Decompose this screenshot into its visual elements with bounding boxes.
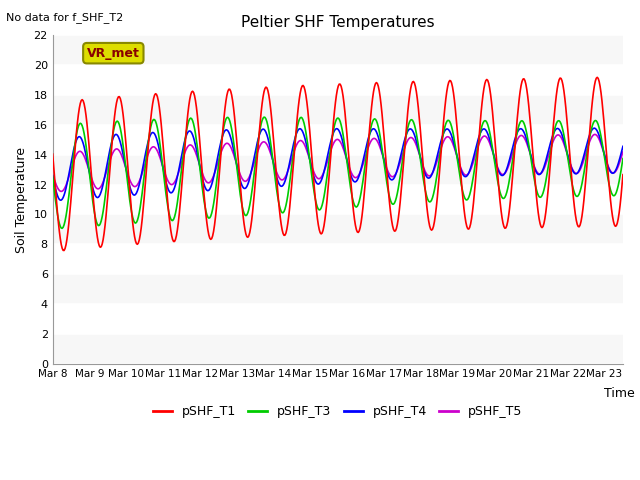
Bar bbox=[52, 185, 623, 215]
pSHF_T4 bbox=[150, 131, 158, 137]
pSHF_T1 bbox=[386, 202, 394, 207]
Legend: pSHF_T1, pSHF_T3, pSHF_T4, pSHF_T5: pSHF_T1, pSHF_T3, pSHF_T4, pSHF_T5 bbox=[148, 400, 527, 423]
pSHF_T1 bbox=[431, 219, 438, 225]
Bar bbox=[52, 95, 623, 125]
pSHF_T5 bbox=[58, 189, 65, 194]
pSHF_T4 bbox=[49, 172, 56, 178]
pSHF_T4 bbox=[591, 125, 598, 131]
pSHF_T5 bbox=[591, 132, 599, 137]
Bar bbox=[52, 215, 623, 244]
Line: pSHF_T1: pSHF_T1 bbox=[52, 77, 623, 251]
Bar bbox=[52, 65, 623, 95]
pSHF_T5 bbox=[386, 172, 394, 178]
Text: No data for f_SHF_T2: No data for f_SHF_T2 bbox=[6, 12, 124, 23]
Bar bbox=[52, 125, 623, 155]
pSHF_T3 bbox=[58, 226, 66, 231]
Text: VR_met: VR_met bbox=[87, 47, 140, 60]
pSHF_T3 bbox=[196, 168, 204, 174]
pSHF_T4 bbox=[308, 165, 316, 171]
Bar bbox=[52, 274, 623, 304]
pSHF_T1 bbox=[479, 92, 487, 98]
pSHF_T3 bbox=[387, 198, 394, 204]
pSHF_T4 bbox=[56, 197, 64, 203]
pSHF_T5 bbox=[150, 144, 158, 150]
pSHF_T5 bbox=[431, 166, 438, 172]
pSHF_T4 bbox=[196, 166, 204, 171]
Title: Peltier SHF Temperatures: Peltier SHF Temperatures bbox=[241, 15, 435, 30]
pSHF_T5 bbox=[49, 171, 56, 177]
Line: pSHF_T3: pSHF_T3 bbox=[52, 117, 623, 228]
pSHF_T1 bbox=[619, 172, 627, 178]
pSHF_T1 bbox=[196, 144, 204, 150]
pSHF_T1 bbox=[593, 74, 601, 80]
pSHF_T1 bbox=[60, 248, 68, 253]
pSHF_T1 bbox=[308, 151, 316, 157]
pSHF_T3 bbox=[49, 174, 56, 180]
pSHF_T4 bbox=[619, 144, 627, 149]
Bar bbox=[52, 155, 623, 185]
Line: pSHF_T4: pSHF_T4 bbox=[52, 128, 623, 200]
Bar bbox=[52, 36, 623, 65]
Bar bbox=[52, 304, 623, 334]
pSHF_T5 bbox=[479, 134, 487, 140]
pSHF_T4 bbox=[431, 164, 438, 170]
pSHF_T1 bbox=[49, 151, 56, 157]
pSHF_T4 bbox=[479, 126, 487, 132]
pSHF_T3 bbox=[431, 182, 439, 188]
Y-axis label: Soil Temperature: Soil Temperature bbox=[15, 146, 28, 252]
pSHF_T3 bbox=[308, 179, 316, 184]
pSHF_T3 bbox=[150, 117, 158, 122]
pSHF_T5 bbox=[308, 163, 316, 168]
Line: pSHF_T5: pSHF_T5 bbox=[52, 134, 623, 192]
X-axis label: Time: Time bbox=[604, 387, 634, 400]
pSHF_T3 bbox=[480, 119, 488, 124]
pSHF_T3 bbox=[619, 156, 627, 161]
Bar bbox=[52, 334, 623, 364]
pSHF_T5 bbox=[196, 164, 204, 170]
pSHF_T1 bbox=[150, 92, 158, 98]
Bar bbox=[52, 244, 623, 274]
pSHF_T3 bbox=[260, 114, 268, 120]
pSHF_T4 bbox=[386, 175, 394, 181]
pSHF_T5 bbox=[619, 149, 627, 155]
Bar bbox=[52, 5, 623, 36]
